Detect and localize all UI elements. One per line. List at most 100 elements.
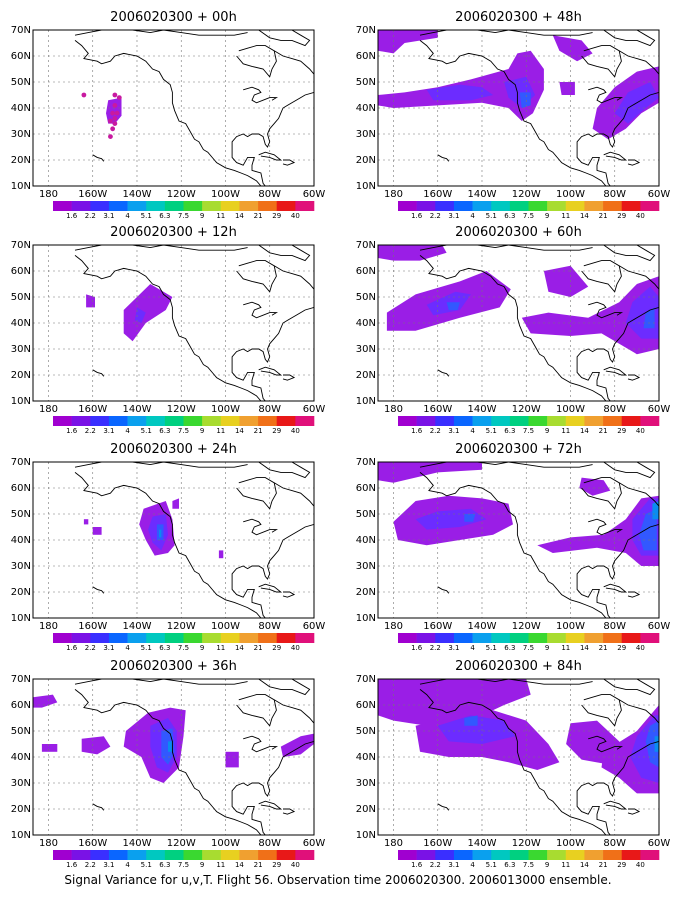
coastline [419, 30, 593, 36]
colorbar-label: 6.3 [504, 427, 515, 435]
colorbar-label: 21 [599, 644, 608, 652]
colorbar-swatch [453, 201, 473, 211]
signal-variance-contour [378, 30, 438, 54]
colorbar-label: 9 [200, 427, 204, 435]
lat-tick-label: 20N [356, 804, 376, 815]
colorbar-label: 1.6 [411, 427, 423, 435]
colorbar-label: 4 [470, 427, 475, 435]
coastline [258, 366, 283, 376]
colorbar-label: 2.2 [430, 861, 441, 869]
colorbar-swatch [509, 416, 529, 426]
signal-variance-contour [83, 519, 89, 525]
colorbar-label: 21 [254, 644, 263, 652]
lat-tick-label: 40N [356, 752, 376, 763]
colorbar-swatch [584, 633, 604, 643]
coastline [419, 40, 607, 186]
lat-tick-label: 10N [356, 613, 376, 624]
colorbar-label: 9 [200, 644, 204, 652]
colorbar-swatch [71, 850, 91, 860]
colorbar-label: 3.1 [448, 212, 459, 220]
colorbar-swatch [640, 850, 660, 860]
lon-tick-label: 80W [258, 404, 281, 415]
coastline [258, 245, 311, 262]
colorbar-label: 14 [235, 861, 244, 869]
colorbar-label: 3.1 [103, 212, 114, 220]
colorbar-label: 21 [254, 861, 263, 869]
colorbar-label: 21 [254, 427, 263, 435]
lon-tick-label: 60W [648, 404, 671, 415]
lon-tick-label: 140W [467, 838, 496, 849]
lon-tick-label: 80W [258, 621, 281, 632]
lon-tick-label: 160W [423, 189, 452, 200]
coastline [603, 245, 656, 262]
colorbar-swatch [509, 201, 529, 211]
map-panel-5: 2006020300 + 24h 70N 60N 50N 40N 30N 20N 10N 180… [11, 442, 326, 652]
colorbar-swatch [220, 416, 240, 426]
lat-tick-label: 20N [11, 155, 31, 166]
coastline [258, 800, 283, 810]
colorbar-swatch [435, 633, 455, 643]
panel-title: 2006020300 + 00h [110, 10, 237, 25]
figure-caption: Signal Variance for u,v,T. Flight 56. Ob… [64, 873, 611, 887]
map-area [378, 679, 659, 835]
coastline [273, 482, 314, 507]
colorbar-label: 5.1 [486, 212, 497, 220]
lat-tick-label: 60N [11, 483, 31, 494]
observation-dot [110, 126, 116, 132]
lat-tick-label: 30N [11, 778, 31, 789]
colorbar-label: 2.2 [85, 212, 96, 220]
lon-tick-label: 180 [384, 838, 403, 849]
colorbar-swatch [453, 850, 473, 860]
colorbar-swatch [565, 201, 585, 211]
lat-tick-label: 70N [356, 674, 376, 685]
map-panel-8: 2006020300 + 84h 70N 60N 50N 40N 30N 20N 10N 180… [356, 659, 671, 869]
lat-tick-label: 50N [11, 509, 31, 520]
signal-variance-contour [652, 501, 659, 520]
coastline [258, 151, 283, 161]
coastline [236, 477, 277, 510]
lon-tick-label: 60W [648, 621, 671, 632]
lat-tick-label: 10N [356, 181, 376, 192]
observation-dot [114, 110, 120, 116]
colorbar-label: 40 [291, 644, 300, 652]
colorbar-swatch [528, 633, 548, 643]
coastline [74, 40, 262, 186]
colorbar-swatch [547, 416, 567, 426]
signal-variance-contour [559, 82, 575, 95]
colorbar-swatch [295, 201, 315, 211]
coastline [581, 260, 622, 293]
coastline [273, 50, 314, 75]
colorbar-swatch [398, 416, 417, 426]
signal-variance-contour [168, 741, 173, 752]
lat-tick-label: 50N [356, 77, 376, 88]
lat-tick-label: 10N [356, 830, 376, 841]
colorbar: 1.6 2.2 3.1 4 5.1 6.3 7.5 9 11 14 21 29 40 [53, 850, 315, 869]
coastline [74, 245, 248, 251]
colorbar-swatch [621, 633, 641, 643]
lat-tick-label: 20N [356, 370, 376, 381]
signal-variance-contour [378, 462, 482, 483]
colorbar: 1.6 2.2 3.1 4 5.1 6.3 7.5 9 11 14 21 29 40 [398, 416, 660, 435]
colorbar-swatch [276, 201, 296, 211]
lat-tick-label: 70N [11, 457, 31, 468]
colorbar-swatch [239, 416, 259, 426]
lat-tick-label: 20N [356, 155, 376, 166]
lat-tick-label: 10N [11, 396, 31, 407]
colorbar-swatch [416, 633, 436, 643]
lat-tick-label: 40N [356, 318, 376, 329]
coastline [618, 265, 659, 290]
coastline [618, 699, 659, 724]
observation-dot [108, 134, 113, 140]
lon-tick-label: 120W [167, 189, 196, 200]
colorbar-swatch [276, 633, 296, 643]
colorbar-label: 9 [200, 212, 204, 220]
colorbar-swatch [472, 201, 492, 211]
coastline [231, 91, 314, 186]
lon-tick-label: 60W [648, 838, 671, 849]
colorbar-label: 14 [580, 427, 589, 435]
colorbar-label: 9 [545, 427, 549, 435]
colorbar-label: 6.3 [504, 861, 515, 869]
coastline [74, 679, 248, 685]
colorbar-swatch [108, 633, 128, 643]
colorbar-label: 14 [235, 427, 244, 435]
